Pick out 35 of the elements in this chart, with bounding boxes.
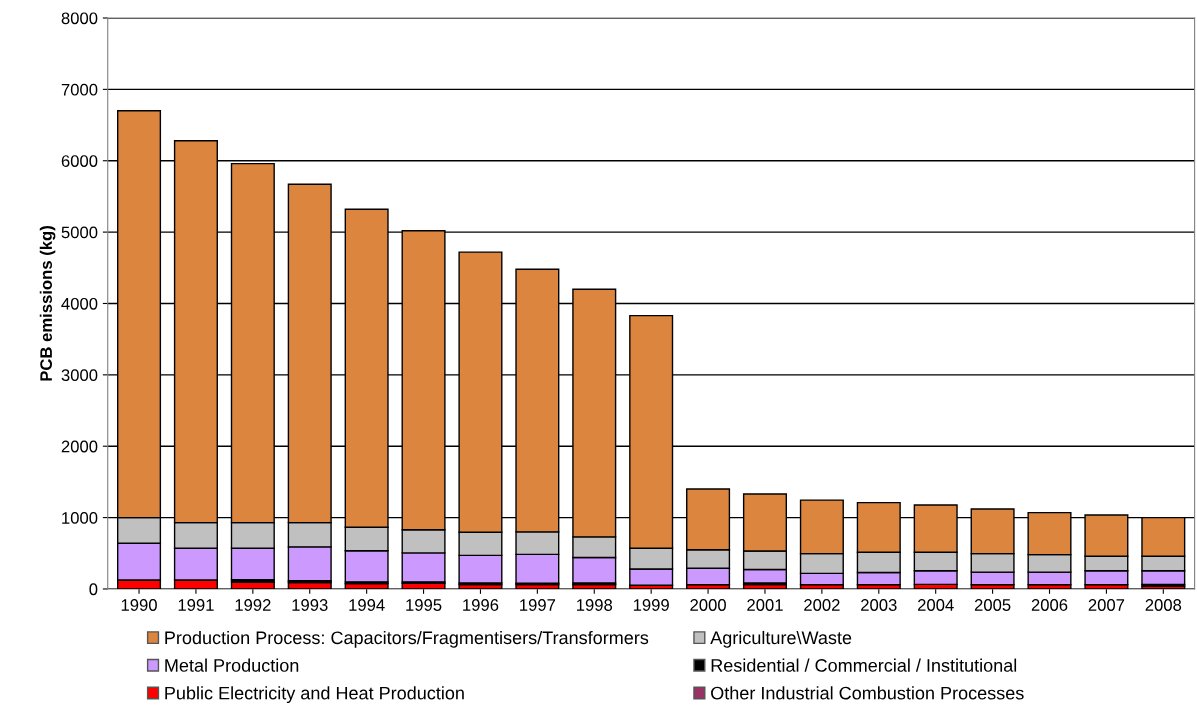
legend-label: Production Process: Capacitors/Fragmentisers/Transformers (165, 630, 649, 648)
y-tick-label: 8000 (61, 12, 98, 25)
y-tick-label: 6000 (61, 155, 98, 167)
legend-label: Public Electricity and Heat Production (165, 686, 464, 704)
x-tick-label: 1994 (349, 599, 385, 611)
x-tick-label: 2001 (747, 599, 783, 611)
x-tick-label: 2006 (1031, 599, 1068, 611)
x-tick-label: 1990 (121, 599, 157, 611)
legend-label: Agriculture\Waste (710, 630, 852, 648)
x-tick-label: 2004 (917, 599, 954, 611)
x-tick-label: 2003 (861, 599, 897, 611)
y-tick-label: 7000 (61, 83, 98, 96)
x-tick-label: 1999 (633, 599, 669, 611)
x-tick-label: 2007 (1088, 599, 1125, 611)
x-tick-label: 2008 (1145, 599, 1182, 611)
y-tick-label: 1000 (62, 511, 98, 524)
legend-label: Other Industrial Combustion Processes (711, 686, 1024, 700)
x-tick-label: 1993 (292, 599, 328, 611)
x-tick-label: 2000 (690, 599, 726, 611)
x-tick-label: 1992 (235, 599, 271, 611)
y-tick-label: 3000 (61, 369, 98, 382)
x-tick-label: 1997 (520, 599, 556, 611)
y-axis-title: PCB emissions (kg) (39, 226, 56, 381)
y-tick-label: 2000 (61, 440, 98, 453)
x-tick-label: 1995 (406, 599, 442, 611)
legend-label: Residential / Commercial / Institutional (711, 658, 1017, 672)
y-tick-label: 0 (89, 583, 98, 596)
x-tick-label: 1991 (178, 599, 214, 611)
y-tick-label: 5000 (61, 226, 98, 239)
x-tick-label: 1996 (463, 599, 499, 611)
x-tick-label: 2002 (804, 599, 840, 611)
legend-label: Metal Production (165, 658, 299, 672)
x-tick-label: 2005 (974, 599, 1011, 611)
x-tick-label: 1998 (577, 599, 613, 611)
y-tick-label: 4000 (61, 297, 98, 310)
